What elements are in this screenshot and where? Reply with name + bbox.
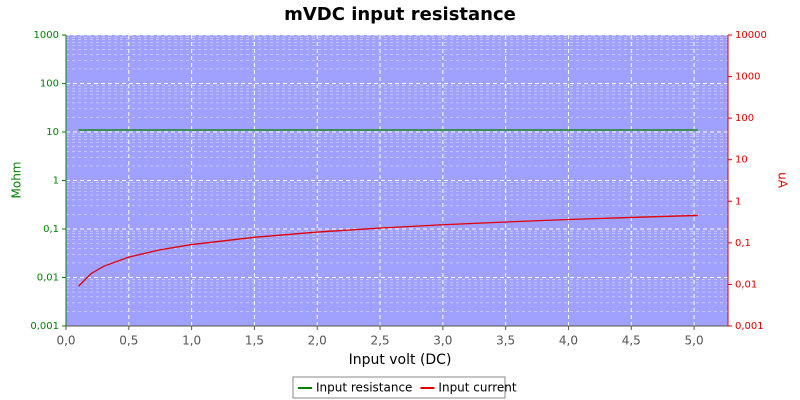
y-tick-label: 1000 (34, 30, 59, 41)
x-tick-label: 0,5 (119, 334, 138, 348)
y2-tick-label: 1000 (735, 72, 760, 83)
x-tick-label: 2,5 (370, 334, 389, 348)
y-tick-label: 1 (53, 176, 59, 187)
y2-tick-label: 1 (735, 196, 741, 207)
legend-label: Input resistance (316, 381, 412, 395)
x-tick-label: 4,5 (622, 334, 641, 348)
y-axis-label: Mohm (10, 162, 24, 199)
x-tick-label: 1,0 (182, 334, 201, 348)
x-tick-label: 3,5 (496, 334, 515, 348)
y2-axis-label: uA (776, 172, 790, 189)
y2-tick-label: 0,1 (735, 238, 751, 249)
y-tick-label: 0,1 (43, 224, 59, 235)
x-tick-label: 0,0 (56, 334, 75, 348)
x-tick-label: 4,0 (559, 334, 578, 348)
x-tick-label: 5,0 (685, 334, 704, 348)
y-tick-label: 100 (40, 79, 59, 90)
x-tick-label: 3,0 (433, 334, 452, 348)
series-line (78, 214, 698, 287)
x-tick-label: 1,5 (245, 334, 264, 348)
y2-tick-label: 0,01 (735, 279, 757, 290)
y-tick-label: 0,001 (30, 321, 59, 332)
legend-label: Input current (438, 381, 516, 395)
y2-tick-label: 0,001 (735, 321, 764, 332)
x-axis-label: Input volt (DC) (349, 352, 452, 368)
chart-title: mVDC input resistance (284, 4, 516, 25)
y2-tick-label: 10 (735, 155, 748, 166)
y2-tick-label: 100 (735, 113, 754, 124)
x-tick-label: 2,0 (308, 334, 327, 348)
y2-tick-label: 10000 (735, 30, 767, 41)
legend-box (292, 376, 506, 399)
y-tick-label: 10 (46, 127, 59, 138)
y-tick-label: 0,01 (37, 273, 59, 284)
